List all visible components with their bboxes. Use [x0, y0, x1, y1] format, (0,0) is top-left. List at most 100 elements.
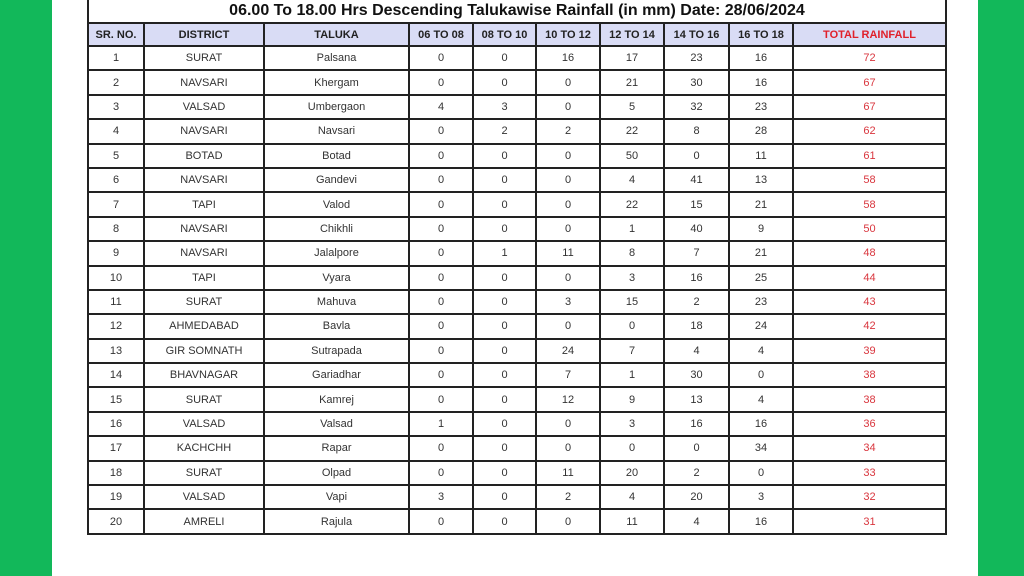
cell-06-to-08: 4	[408, 93, 474, 121]
sheet-title: 06.00 To 18.00 Hrs Descending Talukawise…	[87, 0, 947, 22]
cell-08-to-10: 0	[472, 166, 537, 194]
cell-10-to-12: 2	[535, 484, 601, 511]
cell-district: SURAT	[143, 44, 265, 72]
cell-16-to-18: 16	[728, 410, 794, 438]
cell-14-to-16: 2	[663, 459, 730, 487]
cell-12-to-14: 3	[599, 264, 665, 291]
cell-10-to-12: 0	[535, 69, 601, 96]
cell-14-to-16: 8	[663, 118, 730, 145]
cell-total-rainfall: 36	[792, 410, 947, 438]
cell-12-to-14: 22	[599, 191, 665, 218]
cell-district: BHAVNAGAR	[143, 362, 265, 389]
cell-16-to-18: 16	[728, 44, 794, 72]
cell-16-to-18: 16	[728, 69, 794, 96]
cell-16-to-18: 34	[728, 435, 794, 462]
header-sr-no: SR. NO.	[87, 22, 145, 47]
cell-taluka: Chikhli	[263, 215, 410, 243]
cell-06-to-08: 0	[408, 191, 474, 218]
cell-08-to-10: 0	[472, 69, 537, 96]
cell-06-to-08: 3	[408, 484, 474, 511]
cell-06-to-08: 0	[408, 44, 474, 72]
cell-14-to-16: 2	[663, 288, 730, 316]
cell-total-rainfall: 72	[792, 44, 947, 72]
cell-sr-no: 14	[87, 362, 145, 389]
cell-16-to-18: 28	[728, 118, 794, 145]
cell-10-to-12: 0	[535, 410, 601, 438]
cell-total-rainfall: 38	[792, 386, 947, 413]
cell-16-to-18: 23	[728, 288, 794, 316]
cell-total-rainfall: 50	[792, 215, 947, 243]
table-row: 4 NAVSARI Navsari 0 2 2 22 8 28 62	[87, 118, 947, 145]
cell-12-to-14: 21	[599, 69, 665, 96]
cell-district: GIR SOMNATH	[143, 337, 265, 365]
cell-taluka: Navsari	[263, 118, 410, 145]
table-row: 14 BHAVNAGAR Gariadhar 0 0 7 1 30 0 38	[87, 362, 947, 389]
cell-taluka: Umbergaon	[263, 93, 410, 121]
cell-10-to-12: 0	[535, 264, 601, 291]
cell-sr-no: 16	[87, 410, 145, 438]
table-row: 11 SURAT Mahuva 0 0 3 15 2 23 43	[87, 288, 947, 316]
cell-16-to-18: 25	[728, 264, 794, 291]
cell-taluka: Gandevi	[263, 166, 410, 194]
header-08-to-10: 08 TO 10	[472, 22, 537, 47]
cell-total-rainfall: 58	[792, 191, 947, 218]
cell-district: SURAT	[143, 386, 265, 413]
table-row: 9 NAVSARI Jalalpore 0 1 11 8 7 21 48	[87, 240, 947, 267]
table-row: 10 TAPI Vyara 0 0 0 3 16 25 44	[87, 264, 947, 291]
cell-taluka: Jalalpore	[263, 240, 410, 267]
cell-10-to-12: 0	[535, 142, 601, 169]
cell-sr-no: 19	[87, 484, 145, 511]
cell-12-to-14: 4	[599, 484, 665, 511]
cell-14-to-16: 4	[663, 508, 730, 535]
cell-14-to-16: 15	[663, 191, 730, 218]
cell-sr-no: 8	[87, 215, 145, 243]
cell-10-to-12: 12	[535, 386, 601, 413]
cell-12-to-14: 8	[599, 240, 665, 267]
cell-district: BOTAD	[143, 142, 265, 169]
cell-14-to-16: 18	[663, 313, 730, 340]
cell-total-rainfall: 58	[792, 166, 947, 194]
cell-08-to-10: 0	[472, 44, 537, 72]
table-row: 1 SURAT Palsana 0 0 16 17 23 16 72	[87, 44, 947, 72]
header-total-rainfall: TOTAL RAINFALL	[792, 22, 947, 47]
cell-taluka: Gariadhar	[263, 362, 410, 389]
right-green-border	[978, 0, 1024, 576]
cell-08-to-10: 0	[472, 215, 537, 243]
cell-sr-no: 13	[87, 337, 145, 365]
cell-district: AMRELI	[143, 508, 265, 535]
cell-14-to-16: 0	[663, 435, 730, 462]
cell-sr-no: 6	[87, 166, 145, 194]
cell-14-to-16: 7	[663, 240, 730, 267]
cell-16-to-18: 21	[728, 191, 794, 218]
cell-16-to-18: 11	[728, 142, 794, 169]
cell-sr-no: 11	[87, 288, 145, 316]
cell-08-to-10: 2	[472, 118, 537, 145]
cell-06-to-08: 0	[408, 166, 474, 194]
cell-10-to-12: 0	[535, 215, 601, 243]
cell-district: VALSAD	[143, 484, 265, 511]
cell-14-to-16: 30	[663, 69, 730, 96]
cell-16-to-18: 4	[728, 337, 794, 365]
cell-district: VALSAD	[143, 93, 265, 121]
cell-08-to-10: 0	[472, 264, 537, 291]
table-row: 13 GIR SOMNATH Sutrapada 0 0 24 7 4 4 39	[87, 337, 947, 365]
cell-sr-no: 1	[87, 44, 145, 72]
table-row: 3 VALSAD Umbergaon 4 3 0 5 32 23 67	[87, 93, 947, 121]
cell-total-rainfall: 48	[792, 240, 947, 267]
cell-district: KACHCHH	[143, 435, 265, 462]
cell-12-to-14: 1	[599, 362, 665, 389]
cell-12-to-14: 9	[599, 386, 665, 413]
cell-06-to-08: 0	[408, 288, 474, 316]
cell-total-rainfall: 42	[792, 313, 947, 340]
cell-08-to-10: 0	[472, 142, 537, 169]
cell-06-to-08: 0	[408, 240, 474, 267]
cell-10-to-12: 16	[535, 44, 601, 72]
cell-taluka: Mahuva	[263, 288, 410, 316]
cell-12-to-14: 50	[599, 142, 665, 169]
cell-08-to-10: 0	[472, 508, 537, 535]
cell-total-rainfall: 67	[792, 93, 947, 121]
header-06-to-08: 06 TO 08	[408, 22, 474, 47]
cell-total-rainfall: 32	[792, 484, 947, 511]
table-row: 17 KACHCHH Rapar 0 0 0 0 0 34 34	[87, 435, 947, 462]
cell-16-to-18: 24	[728, 313, 794, 340]
